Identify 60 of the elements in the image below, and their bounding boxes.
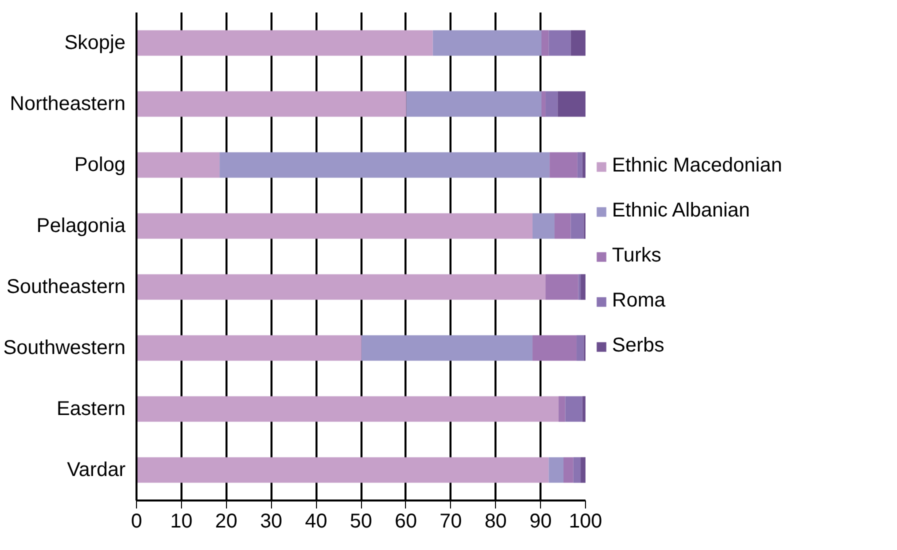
bar: [136, 274, 546, 300]
bar: [136, 30, 433, 56]
bar: [546, 91, 558, 117]
bar: [582, 396, 586, 422]
y-tick-label: Pelagonia: [36, 215, 126, 237]
legend-label: Roma: [612, 290, 666, 312]
bar: [580, 457, 586, 483]
bar: [554, 213, 571, 239]
bar: [532, 335, 577, 361]
y-tick-label: Polog: [74, 154, 126, 176]
bar: [136, 396, 559, 422]
bar: [565, 396, 582, 422]
x-tick-label: 70: [440, 510, 462, 532]
x-tick-label: 30: [260, 510, 282, 532]
x-tick-label: 50: [350, 510, 372, 532]
bar: [136, 457, 549, 483]
y-tick-label: Eastern: [56, 398, 126, 420]
bar: [558, 396, 566, 422]
y-tick-label: Southeastern: [6, 276, 126, 298]
x-tick-label: 40: [304, 510, 328, 532]
bar: [570, 30, 586, 56]
x-tick-label: 100: [568, 510, 602, 532]
x-tick-label: 80: [484, 510, 507, 532]
bar: [361, 335, 533, 361]
bar: [576, 335, 584, 361]
y-tick-label: Northeastern: [10, 93, 126, 115]
bar: [550, 152, 578, 178]
legend-label: Serbs: [612, 334, 664, 358]
x-tick-label: 0: [130, 510, 142, 532]
x-tick-label: 20: [215, 510, 238, 532]
bar: [432, 30, 542, 56]
bar: [558, 91, 586, 117]
bar: [532, 213, 555, 239]
bar: [220, 152, 550, 178]
bar: [573, 457, 581, 483]
bar: [582, 152, 586, 178]
x-tick-label: 60: [394, 510, 418, 532]
bar: [580, 274, 586, 300]
bar: [542, 30, 549, 56]
bar: [546, 274, 578, 300]
bar: [406, 91, 542, 117]
legend-label: Ethnic Albanian: [612, 200, 750, 222]
bar: [578, 274, 581, 300]
bar: [548, 30, 571, 56]
bar: [577, 152, 582, 178]
bar: [136, 91, 406, 117]
bar: [136, 335, 362, 361]
y-tick-label: Skopje: [64, 32, 126, 54]
bar: [570, 213, 584, 239]
x-tick-label: 90: [529, 510, 552, 532]
bar: [564, 457, 574, 483]
bar: [136, 152, 220, 178]
x-tick-label: 10: [170, 510, 193, 532]
bar: [136, 213, 533, 239]
bar: [542, 91, 546, 117]
legend-label: Turks: [612, 244, 662, 268]
y-tick-label: Southwestern: [3, 337, 126, 359]
y-tick-label: Vardar: [66, 459, 126, 481]
bar: [548, 457, 564, 483]
legend-label: Ethnic Macedonian: [612, 154, 782, 178]
